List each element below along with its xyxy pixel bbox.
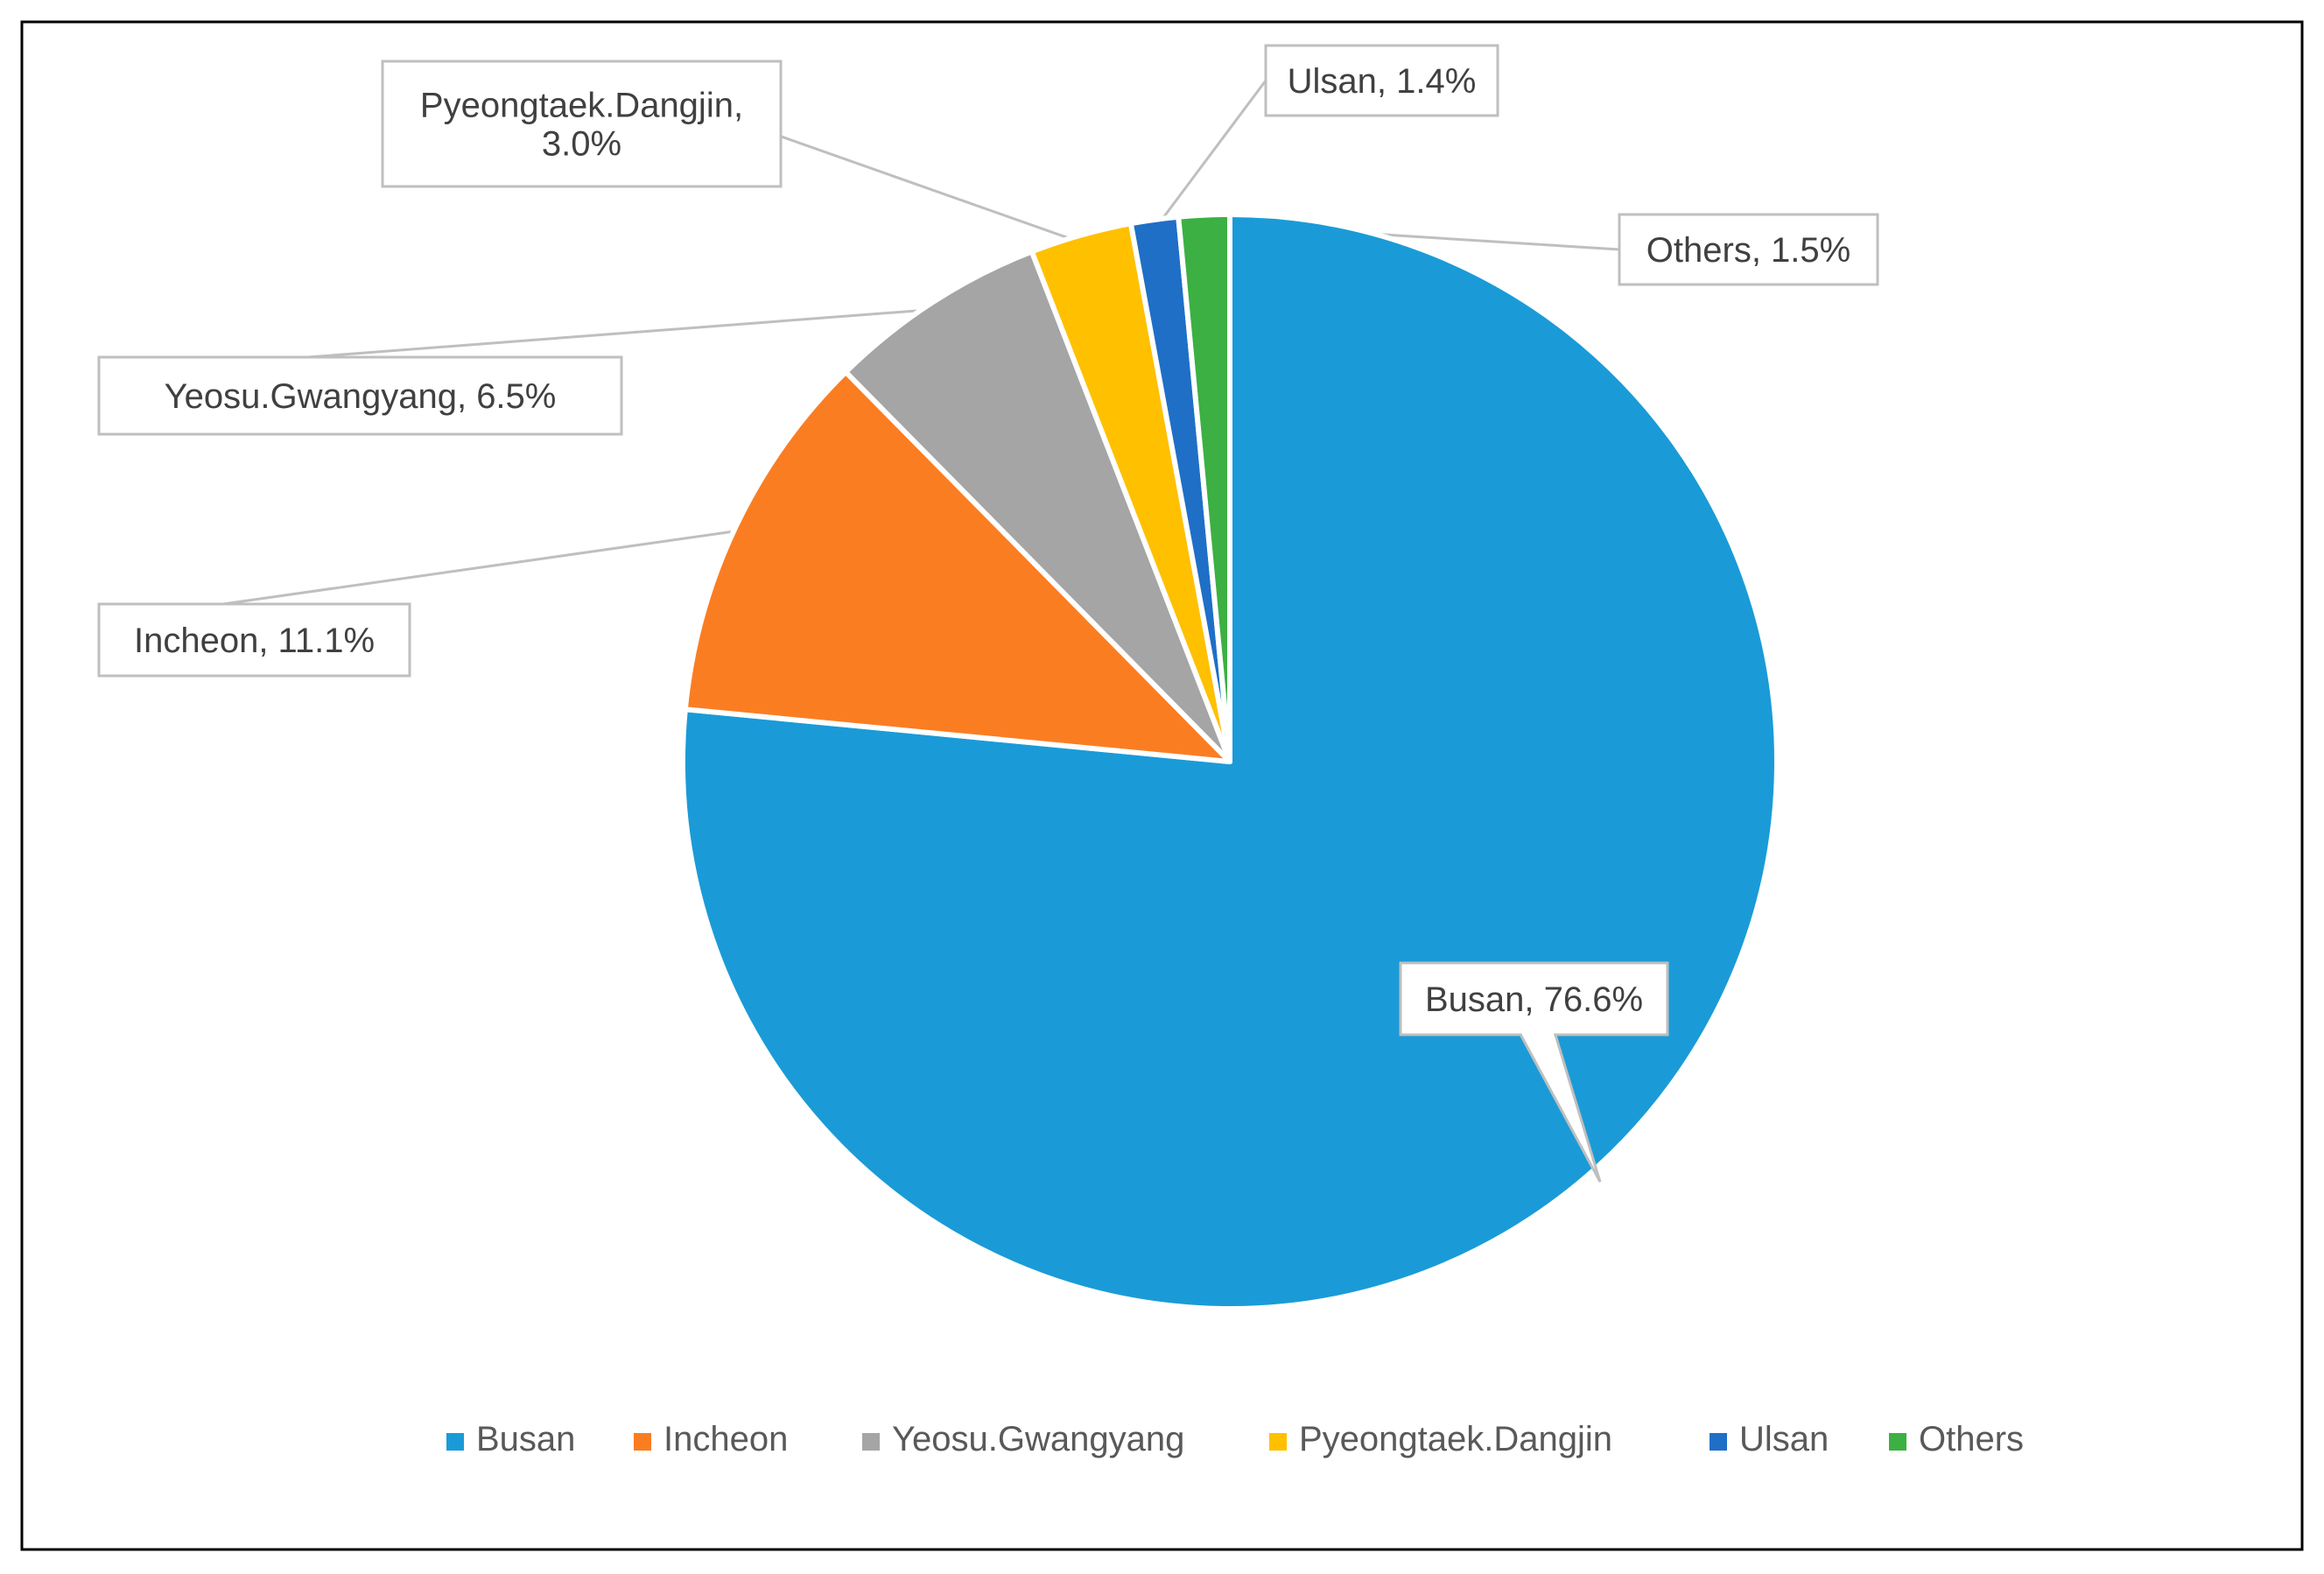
pie-slices <box>680 212 1780 1311</box>
legend-item-incheon: Incheon <box>634 1420 788 1458</box>
data-label-box <box>381 60 783 188</box>
data-label-others: Others, 1.5% <box>1618 213 1879 286</box>
pie-slice-others <box>1176 212 1232 764</box>
legend-item-pyeongtaek-dangjin: Pyeongtaek.Dangjin <box>1269 1420 1612 1458</box>
legend-label: Pyeongtaek.Dangjin <box>1299 1420 1612 1458</box>
data-label-ulsan: Ulsan, 1.4% <box>1264 44 1499 117</box>
legend-item-ulsan: Ulsan <box>1710 1420 1829 1458</box>
data-label-box <box>1264 44 1499 117</box>
legend: Busan Incheon Yeosu.Gwangyang Pyeongtaek.Da… <box>446 1420 2024 1458</box>
data-label-text: Busan, 76.6% <box>1425 980 1643 1019</box>
legend-label: Incheon <box>663 1420 788 1458</box>
legend-swatch <box>862 1433 880 1451</box>
leader-line-pyeongtaek-dangjin <box>780 135 1084 245</box>
data-label-box <box>97 355 623 436</box>
legend-swatch <box>446 1433 464 1451</box>
legend-item-yeosu-gwangyang: Yeosu.Gwangyang <box>862 1420 1184 1458</box>
legend-swatch <box>1710 1433 1727 1451</box>
data-label-pyeongtaek-dangjin: Pyeongtaek.Dangjin,3.0% <box>381 60 783 188</box>
legend-label: Busan <box>476 1420 575 1458</box>
data-label-yeosu-gwangyang: Yeosu.Gwangyang, 6.5% <box>97 355 623 436</box>
pie-slice-yeosu-gwangyang <box>843 249 1232 764</box>
legend-item-others: Others <box>1889 1420 2024 1458</box>
data-label-text: Ulsan, 1.4% <box>1288 62 1477 101</box>
data-label-box <box>1399 961 1669 1183</box>
legend-swatch <box>1269 1433 1287 1451</box>
legend-label: Yeosu.Gwangyang <box>892 1420 1184 1458</box>
data-label-text: Yeosu.Gwangyang, 6.5% <box>165 377 557 416</box>
legend-label: Others <box>1919 1420 2024 1458</box>
data-label-text: Pyeongtaek.Dangjin, <box>420 87 743 125</box>
data-label-box <box>1618 213 1879 286</box>
data-label-busan: Busan, 76.6% <box>1399 961 1669 1183</box>
leader-line-ulsan <box>1155 80 1267 229</box>
data-label-text: Incheon, 11.1% <box>134 622 375 660</box>
pie-slice-incheon <box>682 369 1232 764</box>
leader-line-yeosu-gwangyang <box>307 307 937 359</box>
legend-swatch <box>634 1433 651 1451</box>
data-label-incheon: Incheon, 11.1% <box>97 602 411 678</box>
leader-line-incheon <box>222 529 744 606</box>
legend-swatch <box>1889 1433 1906 1451</box>
data-label-text: Others, 1.5% <box>1646 231 1850 270</box>
legend-item-busan: Busan <box>446 1420 575 1458</box>
data-label-text: 3.0% <box>542 125 621 164</box>
data-label-box <box>97 602 411 678</box>
data-labels: Busan, 76.6% Incheon, 11.1% Yeosu.Gwangyan… <box>97 44 1879 1183</box>
legend-label: Ulsan <box>1739 1420 1829 1458</box>
